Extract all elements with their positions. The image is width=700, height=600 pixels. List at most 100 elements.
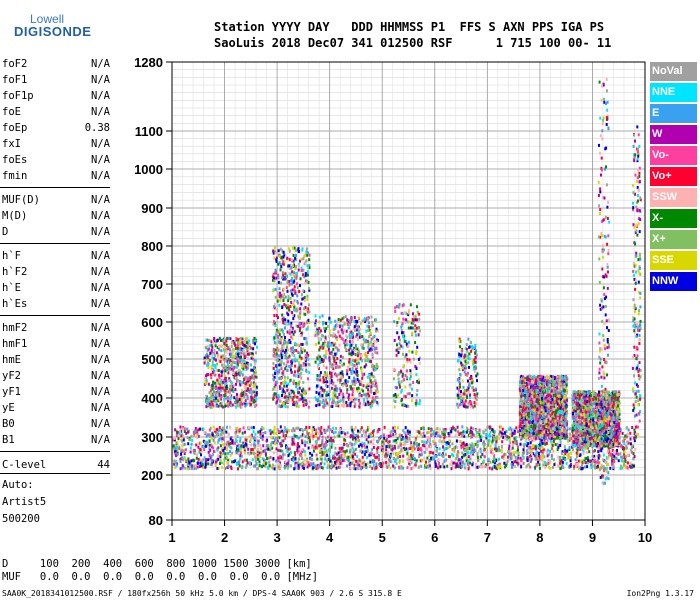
echo-point xyxy=(252,357,255,361)
echo-point xyxy=(278,404,281,408)
echo-point xyxy=(495,459,497,463)
echo-point xyxy=(368,348,371,352)
echo-point xyxy=(547,448,549,452)
echo-point xyxy=(619,464,622,468)
echo-point xyxy=(457,450,460,454)
echo-point xyxy=(452,449,455,453)
echo-point xyxy=(455,457,458,461)
echo-point xyxy=(337,348,339,352)
echo-point xyxy=(272,347,275,351)
echo-point xyxy=(375,347,378,350)
echo-point xyxy=(231,460,234,464)
echo-point xyxy=(383,436,386,440)
echo-point xyxy=(436,426,439,430)
echo-point xyxy=(392,433,395,437)
echo-point xyxy=(219,386,222,390)
echo-point xyxy=(300,371,303,375)
echo-point xyxy=(342,384,344,388)
echo-point xyxy=(585,457,588,460)
echo-point xyxy=(271,446,274,450)
echo-point xyxy=(366,339,369,343)
echo-point xyxy=(292,395,295,399)
echo-point xyxy=(322,334,324,338)
echo-point xyxy=(221,344,223,348)
echo-point xyxy=(218,373,220,377)
echo-point xyxy=(472,433,475,437)
echo-point xyxy=(215,431,218,435)
echo-point xyxy=(328,439,331,442)
echo-point xyxy=(325,383,328,387)
echo-point xyxy=(291,337,294,341)
echo-point xyxy=(512,451,515,455)
echo-point xyxy=(317,384,320,388)
echo-point xyxy=(316,457,319,461)
echo-point xyxy=(325,321,328,325)
echo-point xyxy=(192,458,195,462)
echo-point xyxy=(319,456,322,460)
echo-point xyxy=(328,334,330,338)
echo-point xyxy=(286,430,289,434)
echo-point xyxy=(428,444,431,448)
echo-point xyxy=(395,439,397,443)
echo-point xyxy=(281,317,284,321)
echo-point xyxy=(227,432,230,436)
echo-point xyxy=(389,466,392,470)
echo-point xyxy=(299,326,301,330)
echo-point xyxy=(328,356,331,360)
echo-point xyxy=(505,463,507,467)
echo-point xyxy=(338,434,341,438)
echo-point xyxy=(394,385,397,389)
echo-point xyxy=(324,437,327,441)
logo-text-lowell: Lowell xyxy=(30,12,65,26)
echo-point xyxy=(300,450,303,454)
echo-point xyxy=(376,439,379,443)
echo-point xyxy=(527,449,530,452)
echo-point xyxy=(397,351,400,354)
echo-point xyxy=(242,349,245,353)
echo-point xyxy=(324,337,327,341)
echo-point xyxy=(246,337,249,341)
echo-point xyxy=(239,451,242,455)
param-row: B0 N/A xyxy=(2,418,110,434)
echo-point xyxy=(336,452,338,456)
echo-point xyxy=(428,454,431,458)
echo-point xyxy=(288,392,291,396)
echo-point xyxy=(283,426,286,430)
echo-point xyxy=(222,431,224,435)
param-row: h`E N/A xyxy=(2,282,110,298)
echo-point xyxy=(306,270,309,274)
echo-point xyxy=(416,442,418,445)
echo-point xyxy=(429,450,432,454)
echo-point xyxy=(333,359,336,363)
echo-point xyxy=(282,274,285,277)
echo-point xyxy=(304,354,307,358)
echo-point xyxy=(460,444,463,448)
echo-point xyxy=(369,347,372,351)
echo-point xyxy=(538,463,541,467)
echo-point xyxy=(255,375,258,379)
echo-point xyxy=(290,257,293,261)
echo-point xyxy=(208,454,211,457)
echo-point xyxy=(308,400,311,404)
echo-point xyxy=(342,395,345,399)
echo-point xyxy=(332,355,335,359)
param-value: 44 xyxy=(97,459,110,471)
echo-point xyxy=(267,456,270,460)
echo-point xyxy=(466,426,469,430)
echo-point xyxy=(577,459,580,463)
echo-point xyxy=(586,456,589,460)
echo-point xyxy=(339,378,342,382)
echo-point xyxy=(260,450,263,454)
echo-point xyxy=(234,404,237,408)
echo-point xyxy=(478,439,481,443)
echo-point xyxy=(348,323,351,326)
echo-point xyxy=(282,388,285,392)
echo-point xyxy=(332,439,335,442)
echo-point xyxy=(330,381,333,385)
echo-point xyxy=(309,457,312,461)
echo-point xyxy=(356,347,359,351)
echo-point xyxy=(219,344,222,348)
echo-point xyxy=(290,300,293,304)
echo-point xyxy=(304,453,307,457)
echo-point xyxy=(409,303,412,307)
